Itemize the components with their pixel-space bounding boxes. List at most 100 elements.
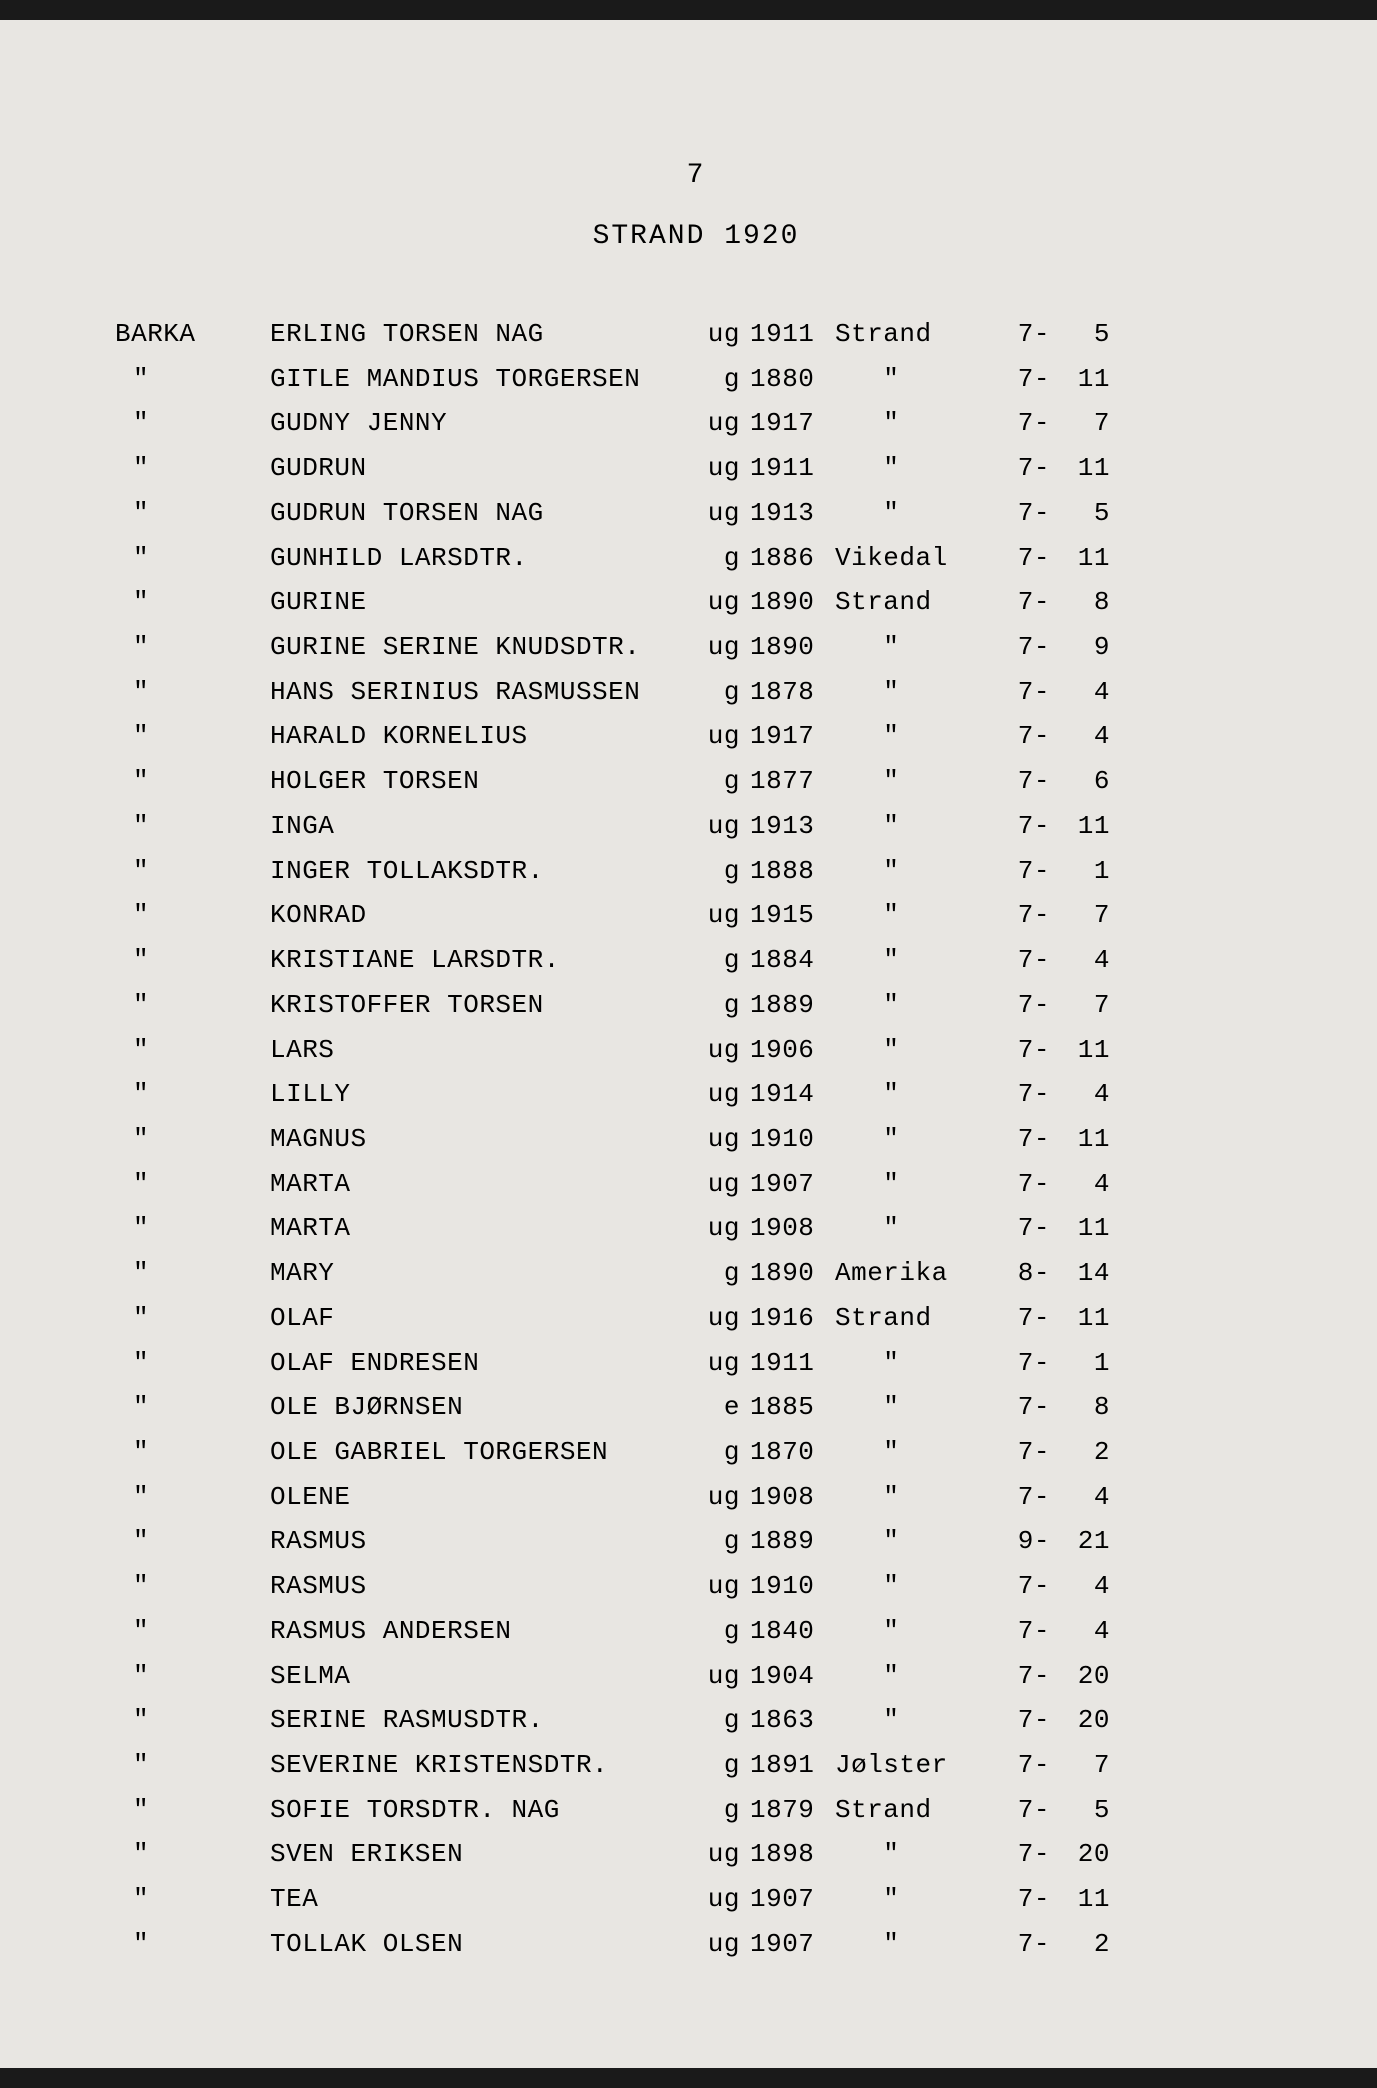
cell-status: g: [695, 1743, 750, 1788]
cell-year: 1904: [750, 1654, 835, 1699]
table-row: " TEA ug 1907 " 7- 11: [115, 1877, 1277, 1922]
cell-origin: ": [835, 401, 995, 446]
cell-origin: ": [835, 1430, 995, 1475]
cell-ref1: 7-: [995, 1832, 1050, 1877]
cell-ref2: 6: [1050, 759, 1110, 804]
cell-status: ug: [695, 625, 750, 670]
cell-place: ": [115, 357, 270, 402]
table-row: " INGA ug 1913 " 7- 11: [115, 804, 1277, 849]
cell-ref1: 7-: [995, 1385, 1050, 1430]
cell-status: ug: [695, 1832, 750, 1877]
cell-place: ": [115, 1877, 270, 1922]
cell-place: ": [115, 580, 270, 625]
cell-status: g: [695, 938, 750, 983]
table-row: " SOFIE TORSDTR. NAG g 1879 Strand 7- 5: [115, 1788, 1277, 1833]
table-row: " GUDRUN TORSEN NAG ug 1913 " 7- 5: [115, 491, 1277, 536]
cell-origin: ": [835, 1341, 995, 1386]
cell-ref1: 7-: [995, 983, 1050, 1028]
cell-status: ug: [695, 1654, 750, 1699]
cell-year: 1907: [750, 1162, 835, 1207]
cell-ref2: 11: [1050, 1206, 1110, 1251]
cell-origin: ": [835, 893, 995, 938]
cell-place: ": [115, 1028, 270, 1073]
cell-place: ": [115, 938, 270, 983]
cell-ref1: 7-: [995, 446, 1050, 491]
cell-ref2: 20: [1050, 1654, 1110, 1699]
cell-ref1: 7-: [995, 1117, 1050, 1162]
cell-place: ": [115, 1475, 270, 1520]
table-row: " HOLGER TORSEN g 1877 " 7- 6: [115, 759, 1277, 804]
cell-name: SVEN ERIKSEN: [270, 1832, 695, 1877]
cell-status: ug: [695, 1072, 750, 1117]
cell-origin: ": [835, 625, 995, 670]
cell-place: ": [115, 1430, 270, 1475]
table-row: " INGER TOLLAKSDTR. g 1888 " 7- 1: [115, 849, 1277, 894]
cell-status: g: [695, 1609, 750, 1654]
cell-ref2: 4: [1050, 1564, 1110, 1609]
table-row: " OLE BJØRNSEN e 1885 " 7- 8: [115, 1385, 1277, 1430]
cell-status: ug: [695, 1341, 750, 1386]
cell-status: ug: [695, 1564, 750, 1609]
cell-ref2: 1: [1050, 849, 1110, 894]
cell-ref1: 7-: [995, 1028, 1050, 1073]
cell-status: ug: [695, 1296, 750, 1341]
cell-origin: ": [835, 1519, 995, 1564]
cell-name: OLENE: [270, 1475, 695, 1520]
cell-origin: ": [835, 1654, 995, 1699]
cell-ref2: 4: [1050, 1072, 1110, 1117]
cell-origin: Strand: [835, 580, 995, 625]
cell-ref2: 4: [1050, 714, 1110, 759]
cell-year: 1898: [750, 1832, 835, 1877]
cell-origin: ": [835, 1162, 995, 1207]
cell-year: 1908: [750, 1206, 835, 1251]
cell-ref1: 7-: [995, 670, 1050, 715]
cell-year: 1889: [750, 1519, 835, 1564]
cell-name: GURINE: [270, 580, 695, 625]
cell-status: ug: [695, 1162, 750, 1207]
cell-name: RASMUS ANDERSEN: [270, 1609, 695, 1654]
cell-status: g: [695, 1698, 750, 1743]
cell-name: LILLY: [270, 1072, 695, 1117]
cell-ref2: 4: [1050, 1162, 1110, 1207]
cell-ref2: 4: [1050, 1475, 1110, 1520]
cell-name: INGER TOLLAKSDTR.: [270, 849, 695, 894]
cell-ref1: 7-: [995, 938, 1050, 983]
cell-ref1: 7-: [995, 1341, 1050, 1386]
cell-year: 1880: [750, 357, 835, 402]
cell-place: ": [115, 1654, 270, 1699]
cell-year: 1913: [750, 804, 835, 849]
cell-place: ": [115, 1251, 270, 1296]
cell-status: ug: [695, 893, 750, 938]
cell-ref2: 8: [1050, 580, 1110, 625]
cell-name: MAGNUS: [270, 1117, 695, 1162]
cell-year: 1908: [750, 1475, 835, 1520]
cell-year: 1907: [750, 1877, 835, 1922]
document-page: 7 STRAND 1920 BARKA ERLING TORSEN NAG ug…: [0, 20, 1377, 2068]
cell-ref2: 9: [1050, 625, 1110, 670]
cell-place: ": [115, 1385, 270, 1430]
table-row: " HANS SERINIUS RASMUSSEN g 1878 " 7- 4: [115, 670, 1277, 715]
cell-place: ": [115, 1698, 270, 1743]
cell-status: ug: [695, 491, 750, 536]
cell-status: g: [695, 1430, 750, 1475]
table-row: " RASMUS ANDERSEN g 1840 " 7- 4: [115, 1609, 1277, 1654]
cell-name: GURINE SERINE KNUDSDTR.: [270, 625, 695, 670]
cell-year: 1917: [750, 401, 835, 446]
cell-year: 1890: [750, 1251, 835, 1296]
cell-year: 1891: [750, 1743, 835, 1788]
cell-year: 1911: [750, 446, 835, 491]
cell-name: KONRAD: [270, 893, 695, 938]
cell-origin: Strand: [835, 1296, 995, 1341]
cell-place: ": [115, 1341, 270, 1386]
cell-ref1: 7-: [995, 1609, 1050, 1654]
cell-name: TEA: [270, 1877, 695, 1922]
cell-ref1: 7-: [995, 357, 1050, 402]
cell-origin: ": [835, 1117, 995, 1162]
table-row: " OLE GABRIEL TORGERSEN g 1870 " 7- 2: [115, 1430, 1277, 1475]
cell-place: ": [115, 714, 270, 759]
cell-ref2: 11: [1050, 446, 1110, 491]
cell-year: 1906: [750, 1028, 835, 1073]
cell-year: 1911: [750, 1341, 835, 1386]
cell-origin: ": [835, 491, 995, 536]
cell-status: ug: [695, 1117, 750, 1162]
